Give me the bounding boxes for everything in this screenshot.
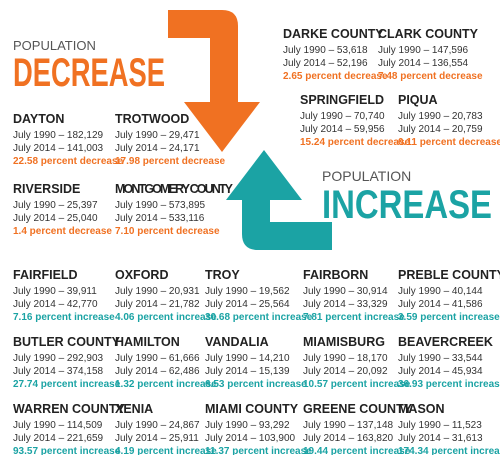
percent-change: 30.68 percent increase: [205, 312, 313, 323]
percent-change: 3.59 percent increase: [398, 312, 500, 323]
population-2014: July 2014 – 42,770: [13, 299, 98, 310]
population-2014: July 2014 – 163,820: [303, 433, 394, 444]
population-1990: July 1990 – 292,903: [13, 353, 104, 364]
population-2014: July 2014 – 25,564: [205, 299, 290, 310]
percent-change: 36.93 percent increase: [398, 379, 500, 390]
city-name: FAIRFIELD: [13, 268, 78, 282]
population-1990: July 1990 – 93,292: [205, 420, 290, 431]
city-name: MIAMISBURG: [303, 335, 385, 349]
percent-change: 15.24 percent decrease: [300, 137, 411, 148]
percent-change: 27.74 percent increase: [13, 379, 121, 390]
population-2014: July 2014 – 33,329: [303, 299, 388, 310]
population-1990: July 1990 – 40,144: [398, 286, 483, 297]
percent-change: 19.44 percent increase: [303, 446, 411, 455]
population-1990: July 1990 – 14,210: [205, 353, 290, 364]
population-2014: July 2014 – 103,900: [205, 433, 296, 444]
percent-change: 1.32 percent increase: [115, 379, 217, 390]
city-name: XENIA: [115, 402, 153, 416]
population-1990: July 1990 – 147,596: [378, 45, 469, 56]
population-2014: July 2014 – 15,139: [205, 366, 290, 377]
population-1990: July 1990 – 18,170: [303, 353, 388, 364]
population-2014: July 2014 – 20,092: [303, 366, 388, 377]
percent-change: 7.81 percent increase: [303, 312, 405, 323]
percent-change: 174.34 percent increase: [398, 446, 500, 455]
percent-change: 4.19 percent increase: [115, 446, 217, 455]
population-1990: July 1990 – 20,931: [115, 286, 200, 297]
population-2014: July 2014 – 25,911: [115, 433, 199, 444]
city-name: MASON: [398, 402, 445, 416]
city-name: TROY: [205, 268, 240, 282]
population-1990: July 1990 – 182,129: [13, 130, 104, 141]
city-name: PREBLE COUNTY: [398, 268, 500, 282]
city-name: VANDALIA: [205, 335, 269, 349]
increase-title: INCREASE: [322, 183, 492, 227]
population-2014: July 2014 – 25,040: [13, 213, 98, 224]
city-name: FAIRBORN: [303, 268, 368, 282]
population-2014: July 2014 – 20,759: [398, 124, 483, 135]
population-2014: July 2014 – 533,116: [115, 213, 205, 224]
population-2014: July 2014 – 141,003: [13, 143, 104, 154]
population-2014: July 2014 – 31,613: [398, 433, 483, 444]
city-name: PIQUA: [398, 93, 438, 107]
city-name: OXFORD: [115, 268, 168, 282]
city-name: MONTGOMERY COUNTY: [115, 182, 234, 196]
population-2014: July 2014 – 136,554: [378, 58, 469, 69]
population-2014: July 2014 – 221,659: [13, 433, 104, 444]
population-1990: July 1990 – 70,740: [300, 111, 385, 122]
percent-change: 4.06 percent increase: [115, 312, 217, 323]
percent-change: 7.16 percent increase: [13, 312, 115, 323]
percent-change: 10.57 percent increase: [303, 379, 411, 390]
population-2014: July 2014 – 45,934: [398, 366, 483, 377]
city-name: WARREN COUNTY: [13, 402, 125, 416]
population-2014: July 2014 – 21,782: [115, 299, 200, 310]
city-name: SPRINGFIELD: [300, 93, 384, 107]
population-1990: July 1990 – 24,867: [115, 420, 200, 431]
city-name: RIVERSIDE: [13, 182, 80, 196]
city-name: DAYTON: [13, 112, 64, 126]
population-1990: July 1990 – 39,911: [13, 286, 97, 297]
city-name: MIAMI COUNTY: [205, 402, 299, 416]
population-2014: July 2014 – 62,486: [115, 366, 200, 377]
percent-change: 2.65 percent decrease: [283, 71, 388, 82]
percent-change: 7.10 percent decrease: [115, 226, 220, 237]
city-name: CLARK COUNTY: [378, 27, 479, 41]
population-2014: July 2014 – 24,171: [115, 143, 200, 154]
population-1990: July 1990 – 573,895: [115, 200, 206, 211]
city-name: DARKE COUNTY: [283, 27, 384, 41]
percent-change: 6.53 percent increase: [205, 379, 307, 390]
population-1990: July 1990 – 53,618: [283, 45, 368, 56]
city-name: TROTWOOD: [115, 112, 189, 126]
decrease-kicker: POPULATION: [13, 38, 96, 53]
population-1990: July 1990 – 11,523: [398, 420, 482, 431]
population-2014: July 2014 – 41,586: [398, 299, 483, 310]
decrease-arrow: [168, 10, 260, 152]
increase-arrow: [226, 150, 332, 250]
city-name: GREENE COUNTY: [303, 402, 413, 416]
population-1990: July 1990 – 29,471: [115, 130, 200, 141]
population-2014: July 2014 – 374,158: [13, 366, 104, 377]
percent-change: 11.37 percent increase: [205, 446, 312, 455]
population-1990: July 1990 – 25,397: [13, 200, 98, 211]
population-2014: July 2014 – 52,196: [283, 58, 368, 69]
increase-kicker: POPULATION: [322, 168, 411, 184]
population-2014: July 2014 – 59,956: [300, 124, 385, 135]
population-1990: July 1990 – 20,783: [398, 111, 483, 122]
percent-change: 1.4 percent decrease: [13, 226, 112, 237]
percent-change: 22.58 percent decrease: [13, 156, 124, 167]
city-name: BUTLER COUNTY: [13, 335, 121, 349]
city-name: HAMILTON: [115, 335, 180, 349]
population-1990: July 1990 – 61,666: [115, 353, 200, 364]
population-1990: July 1990 – 137,148: [303, 420, 394, 431]
decrease-title: DECREASE: [13, 51, 165, 95]
percent-change: 0.11 percent decrease: [398, 137, 500, 148]
population-1990: July 1990 – 30,914: [303, 286, 388, 297]
percent-change: 93.57 percent increase: [13, 446, 121, 455]
population-1990: July 1990 – 19,562: [205, 286, 290, 297]
population-1990: July 1990 – 114,509: [13, 420, 103, 431]
percent-change: 7.48 percent decrease: [378, 71, 483, 82]
city-name: BEAVERCREEK: [398, 335, 493, 349]
population-1990: July 1990 – 33,544: [398, 353, 483, 364]
percent-change: 17.98 percent decrease: [115, 156, 226, 167]
